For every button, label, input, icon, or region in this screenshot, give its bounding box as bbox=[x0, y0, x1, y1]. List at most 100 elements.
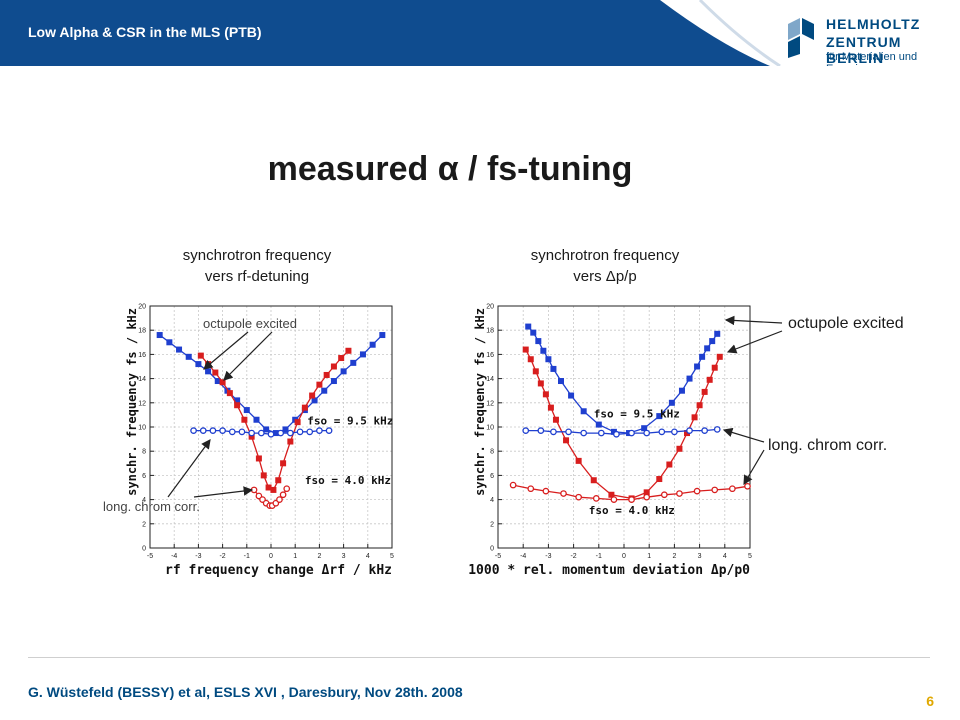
data-point-square bbox=[323, 371, 330, 378]
data-point-square bbox=[260, 472, 267, 479]
data-point-square bbox=[316, 381, 323, 388]
data-point-circle bbox=[509, 481, 517, 489]
data-point-square bbox=[711, 364, 718, 371]
y-tick-label: 2 bbox=[490, 521, 494, 528]
x-tick-label: -1 bbox=[596, 553, 602, 560]
data-point-square bbox=[309, 392, 316, 399]
data-point-square bbox=[294, 419, 301, 426]
data-point-square bbox=[535, 338, 542, 345]
series-line bbox=[527, 326, 718, 434]
y-tick-label: 8 bbox=[142, 449, 146, 456]
data-point-square bbox=[550, 365, 557, 372]
data-point-square bbox=[195, 361, 202, 368]
data-point-square bbox=[666, 461, 673, 468]
data-point-circle bbox=[209, 427, 217, 434]
data-point-circle bbox=[325, 427, 333, 434]
data-point-square bbox=[656, 476, 663, 483]
fso-label: fso = 4.0 kHz bbox=[305, 474, 391, 487]
y-tick-label: 6 bbox=[490, 473, 494, 480]
data-point-square bbox=[563, 437, 570, 444]
data-point-square bbox=[709, 338, 716, 345]
data-point-square bbox=[166, 339, 173, 346]
y-tick-label: 0 bbox=[490, 546, 494, 553]
data-point-square bbox=[243, 407, 250, 414]
data-point-circle bbox=[219, 427, 226, 434]
data-point-circle bbox=[238, 428, 246, 436]
x-tick-label: -2 bbox=[570, 553, 576, 560]
data-point-square bbox=[338, 355, 345, 362]
data-point-circle bbox=[643, 429, 651, 437]
data-point-square bbox=[595, 421, 602, 428]
data-point-square bbox=[369, 341, 376, 348]
data-point-square bbox=[214, 378, 221, 385]
data-point-circle bbox=[228, 428, 236, 436]
data-point-circle bbox=[276, 496, 283, 503]
data-point-circle bbox=[597, 429, 605, 437]
data-point-square bbox=[270, 486, 277, 493]
y-axis-label: synchr. frequency fs / kHz bbox=[125, 308, 139, 496]
data-point-square bbox=[704, 345, 711, 352]
data-point-square bbox=[234, 397, 241, 404]
data-point-circle bbox=[613, 430, 620, 438]
data-point-square bbox=[694, 363, 701, 370]
data-point-circle bbox=[542, 487, 550, 495]
data-point-square bbox=[552, 416, 559, 423]
page-number: 6 bbox=[926, 693, 934, 709]
data-point-square bbox=[265, 484, 272, 491]
data-point-square bbox=[714, 330, 721, 337]
helmholtz-emblem-icon bbox=[788, 18, 814, 58]
left-caption-line-1: synchrotron frequency bbox=[182, 247, 332, 264]
data-point-square bbox=[542, 391, 549, 398]
data-point-square bbox=[330, 378, 337, 385]
data-point-square bbox=[547, 404, 554, 411]
data-point-square bbox=[537, 380, 544, 387]
data-point-circle bbox=[676, 490, 683, 497]
data-point-square bbox=[234, 402, 241, 409]
data-point-square bbox=[156, 332, 163, 339]
data-point-circle bbox=[279, 491, 287, 499]
data-point-square bbox=[219, 379, 226, 386]
data-point-circle bbox=[671, 428, 678, 436]
data-point-square bbox=[684, 430, 690, 437]
header-bar: Low Alpha & CSR in the MLS (PTB) HELMHOL… bbox=[0, 0, 960, 66]
data-point-square bbox=[330, 363, 337, 370]
data-point-square bbox=[350, 359, 357, 366]
x-tick-label: -3 bbox=[195, 553, 201, 560]
right-caption-line-1: synchrotron frequency bbox=[530, 247, 680, 264]
data-point-square bbox=[716, 353, 723, 360]
x-tick-label: 3 bbox=[698, 553, 702, 560]
data-point-square bbox=[321, 387, 328, 394]
y-tick-label: 2 bbox=[142, 521, 146, 528]
data-point-square bbox=[522, 346, 529, 353]
data-point-circle bbox=[701, 427, 708, 434]
footer-citation: G. Wüstefeld (BESSY) et al, ESLS XVI , D… bbox=[28, 684, 463, 700]
data-point-circle bbox=[713, 426, 721, 433]
logo-line-1: HELMHOLTZ bbox=[826, 16, 921, 32]
helmholtz-logo: HELMHOLTZ ZENTRUM BERLIN für Materialien… bbox=[780, 14, 950, 66]
data-point-circle bbox=[580, 429, 588, 437]
y-tick-label: 6 bbox=[142, 473, 146, 480]
data-point-square bbox=[699, 353, 706, 360]
data-point-circle bbox=[316, 427, 323, 434]
left-octupole-annotation: octupole excited bbox=[203, 316, 297, 331]
data-point-circle bbox=[592, 495, 600, 502]
data-point-circle bbox=[306, 428, 314, 436]
x-tick-label: -3 bbox=[545, 553, 551, 560]
data-point-circle bbox=[744, 482, 751, 490]
x-axis-label: 1000 * rel. momentum deviation Δp/p0 bbox=[468, 563, 750, 578]
data-point-circle bbox=[257, 429, 265, 437]
data-point-square bbox=[263, 426, 270, 433]
header-title: Low Alpha & CSR in the MLS (PTB) bbox=[28, 24, 262, 40]
data-point-square bbox=[176, 346, 183, 353]
data-point-square bbox=[706, 376, 713, 383]
data-point-square bbox=[287, 438, 294, 445]
right-chrom-annotation: long. chrom corr. bbox=[768, 437, 888, 454]
data-point-circle bbox=[660, 491, 668, 499]
x-tick-label: 0 bbox=[622, 553, 626, 560]
data-point-square bbox=[676, 445, 683, 452]
data-point-square bbox=[301, 404, 308, 411]
x-tick-label: 4 bbox=[366, 553, 370, 560]
y-tick-label: 14 bbox=[486, 376, 494, 383]
y-tick-label: 10 bbox=[486, 425, 494, 432]
